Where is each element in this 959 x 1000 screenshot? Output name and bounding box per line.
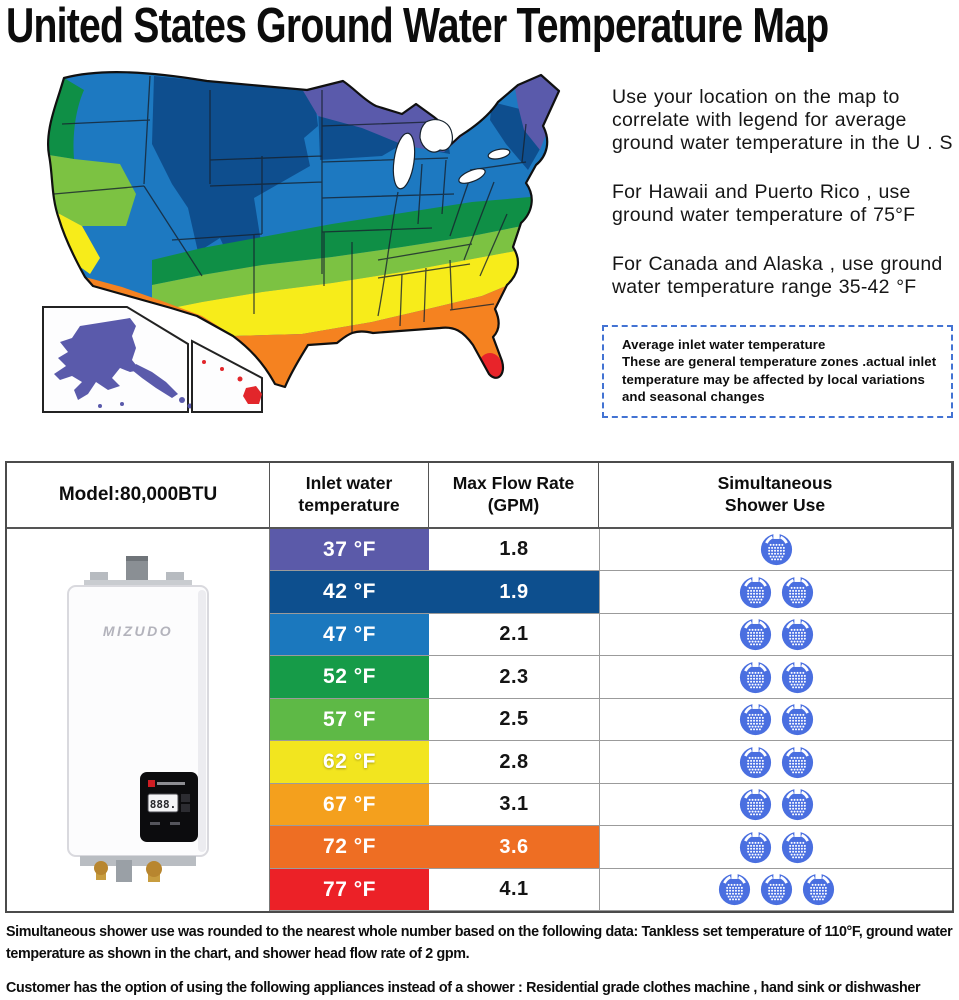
instruction-hawaii-puerto-rico: For Hawaii and Puerto Rico , use ground … bbox=[612, 180, 916, 226]
lake-michigan bbox=[392, 132, 416, 190]
flow-rate-cell: 1.9 bbox=[429, 571, 599, 614]
zone-light-green-band bbox=[152, 221, 542, 312]
flow-rate-cell: 4.1 bbox=[429, 868, 599, 912]
flow-rate-table: Model:80,000BTU Inlet water temperature … bbox=[5, 460, 954, 914]
shower-icon bbox=[781, 788, 813, 821]
shower-icon bbox=[739, 660, 771, 693]
alaska-inset bbox=[42, 305, 193, 413]
instruction-location: Use your location on the map to correlat… bbox=[612, 85, 953, 154]
alaska-islands bbox=[98, 396, 193, 409]
inlet-temp-cell: 62 °F bbox=[270, 741, 429, 784]
shower-icon bbox=[739, 618, 771, 651]
inlet-temp-cell: 47 °F bbox=[270, 613, 429, 657]
header-model: Model:80,000BTU bbox=[7, 462, 270, 529]
state-borders bbox=[53, 75, 527, 334]
top-plate bbox=[84, 580, 192, 589]
flow-rate-cell: 3.6 bbox=[429, 826, 599, 869]
zone-yellow-california bbox=[56, 211, 100, 274]
shower-icon bbox=[781, 830, 813, 863]
inlet-temp-cell: 42 °F bbox=[270, 571, 429, 614]
zone-dark-blue-newengland bbox=[490, 101, 540, 170]
note-body: These are general temperature zones .act… bbox=[622, 354, 937, 405]
product-image-cell: MIZUDO 888. bbox=[7, 528, 270, 912]
shower-icon bbox=[802, 873, 834, 906]
shower-icon bbox=[760, 533, 792, 566]
shower-icon bbox=[781, 703, 813, 736]
up-button bbox=[181, 794, 190, 803]
inlet-temp-cell: 72 °F bbox=[270, 826, 429, 869]
lake-ontario bbox=[487, 148, 511, 160]
average-inlet-note-box: Average inlet water temperature These ar… bbox=[602, 324, 953, 418]
shower-icon bbox=[739, 745, 771, 778]
footnotes: Simultaneous shower use was rounded to t… bbox=[6, 922, 953, 1000]
brand-text: MIZUDO bbox=[103, 623, 173, 639]
header-max-flow: Max Flow Rate (GPM) bbox=[429, 462, 599, 529]
shower-count-cell bbox=[599, 656, 952, 699]
shower-count-cell bbox=[599, 741, 952, 784]
zone-yellow-band bbox=[152, 245, 547, 339]
drain-pipe bbox=[116, 860, 132, 883]
map-instructions: Use your location on the map to correlat… bbox=[596, 64, 959, 439]
shower-count-cell bbox=[599, 868, 952, 912]
header-inlet-temp: Inlet water temperature bbox=[270, 462, 429, 529]
shower-count-cell bbox=[599, 571, 952, 614]
footnote-rounding: Simultaneous shower use was rounded to t… bbox=[6, 924, 953, 962]
great-lakes bbox=[392, 119, 511, 190]
hawaii-islands bbox=[202, 359, 262, 404]
body-shading bbox=[198, 590, 206, 853]
hawaii-inset bbox=[191, 339, 263, 413]
water-heater-image: MIZUDO 888. bbox=[67, 556, 209, 883]
shower-count-cell bbox=[599, 826, 952, 869]
flow-rate-cell: 2.8 bbox=[429, 741, 599, 784]
shower-icon bbox=[739, 703, 771, 736]
control-panel: 888. bbox=[140, 772, 198, 843]
shower-icon bbox=[739, 575, 771, 608]
shower-icon bbox=[781, 745, 813, 778]
down-button bbox=[181, 804, 190, 813]
map-section: Use your location on the map to correlat… bbox=[0, 64, 959, 439]
inlet-temp-cell: 77 °F bbox=[270, 868, 429, 912]
header-simultaneous-shower: Simultaneous Shower Use bbox=[599, 462, 952, 529]
us-ground-water-temperature-map bbox=[42, 71, 561, 413]
inlet-temp-cell: 37 °F bbox=[270, 528, 429, 572]
shower-icon bbox=[781, 575, 813, 608]
shower-count-cell bbox=[599, 528, 952, 572]
shower-icon bbox=[781, 618, 813, 651]
panel-logo bbox=[148, 780, 155, 788]
alaska-shape bbox=[54, 317, 140, 400]
shower-icon bbox=[739, 788, 771, 821]
flow-rate-cell: 2.5 bbox=[429, 698, 599, 742]
bottom-bracket bbox=[80, 856, 196, 867]
zone-dark-blue-west bbox=[152, 75, 318, 282]
vent-cap bbox=[126, 556, 148, 562]
brass-valves bbox=[94, 861, 162, 883]
lake-huron bbox=[419, 119, 453, 153]
flow-rate-cell: 2.1 bbox=[429, 613, 599, 657]
instruction-canada-alaska: For Canada and Alaska , use ground water… bbox=[612, 252, 943, 298]
flow-rate-cell: 2.3 bbox=[429, 656, 599, 699]
zone-dark-green-coast bbox=[48, 77, 84, 159]
vent-pipe bbox=[126, 556, 148, 585]
shower-icon bbox=[739, 830, 771, 863]
alaska-panhandle bbox=[132, 363, 178, 398]
shower-icon bbox=[718, 873, 750, 906]
flow-rate-cell: 3.1 bbox=[429, 783, 599, 827]
shower-count-cell bbox=[599, 783, 952, 827]
inlet-temp-cell: 57 °F bbox=[270, 698, 429, 742]
flow-rate-cell: 1.8 bbox=[429, 528, 599, 572]
shower-icon bbox=[781, 660, 813, 693]
shower-count-cell bbox=[599, 613, 952, 657]
shower-icon bbox=[760, 873, 792, 906]
footnote-appliances: Customer has the option of using the fol… bbox=[6, 980, 921, 997]
inlet-temp-cell: 52 °F bbox=[270, 656, 429, 699]
page-title: United States Ground Water Temperature M… bbox=[6, 0, 829, 53]
zone-dark-green-band bbox=[152, 195, 542, 285]
shower-count-cell bbox=[599, 698, 952, 742]
inlet-temp-cell: 67 °F bbox=[270, 783, 429, 827]
lake-erie bbox=[458, 168, 486, 184]
note-title: Average inlet water temperature bbox=[622, 336, 826, 352]
panel-display: 888. bbox=[150, 798, 177, 811]
